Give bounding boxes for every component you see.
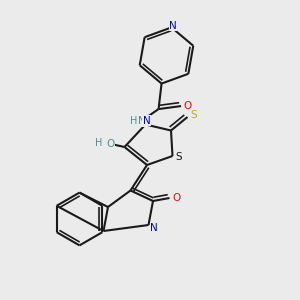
Text: O: O	[172, 193, 180, 203]
Text: N: N	[169, 21, 177, 31]
Text: N: N	[138, 116, 146, 126]
Text: H: H	[130, 116, 137, 126]
Text: O: O	[106, 139, 114, 149]
Text: S: S	[176, 152, 182, 163]
Text: S: S	[191, 110, 197, 121]
Text: H: H	[94, 137, 102, 148]
Text: N: N	[142, 116, 150, 126]
Text: O: O	[184, 101, 192, 111]
Text: N: N	[150, 223, 158, 233]
